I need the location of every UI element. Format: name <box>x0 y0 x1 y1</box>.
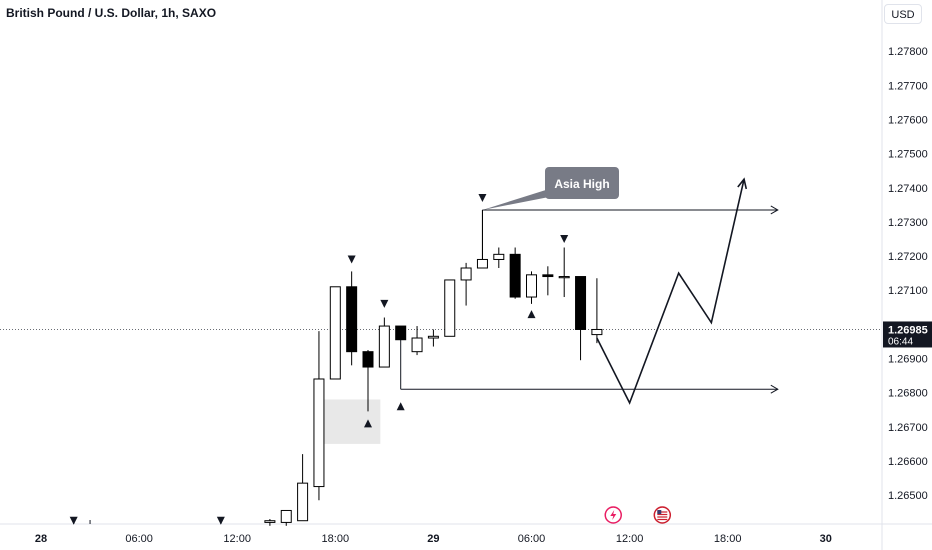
current-price-value: 1.26985 <box>888 324 928 336</box>
symbol-title[interactable]: British Pound / U.S. Dollar, 1h, SAXO <box>6 6 217 20</box>
candle-body <box>362 351 374 368</box>
price-tick-label: 1.27300 <box>888 217 928 229</box>
price-tick-label: 1.27400 <box>888 183 928 195</box>
candle-body <box>591 328 603 336</box>
candle-body <box>297 482 309 522</box>
flash-event-icon <box>604 506 622 524</box>
fractal-high-marker <box>347 255 356 264</box>
price-tick-label: 1.27200 <box>888 251 928 263</box>
time-tick-label: 30 <box>820 533 832 545</box>
candle-body <box>444 279 456 337</box>
candle-body <box>558 276 570 279</box>
callout-pointer <box>482 189 549 210</box>
price-tick-label: 1.26900 <box>888 354 928 366</box>
candle-body <box>313 378 325 488</box>
candle-body <box>280 509 292 523</box>
candle-body <box>509 253 521 298</box>
price-tick-label: 1.27100 <box>888 285 928 297</box>
candle-body <box>378 325 390 368</box>
candle-body <box>526 274 537 298</box>
fractal-low-marker <box>527 310 536 319</box>
candle-body <box>427 335 439 339</box>
price-tick-label: 1.27800 <box>888 46 928 58</box>
time-tick-label: 28 <box>35 533 47 545</box>
fractal-high-marker <box>380 299 389 308</box>
projection-path <box>596 179 745 405</box>
candle-body <box>264 520 276 523</box>
candle-body <box>411 337 423 353</box>
candle-body <box>395 325 407 341</box>
price-tick-label: 1.26600 <box>888 456 928 468</box>
price-tick-label: 1.27700 <box>888 80 928 92</box>
candle-body <box>460 267 472 281</box>
level-line-arrowhead <box>770 384 779 394</box>
time-tick-label: 29 <box>427 533 439 545</box>
price-tick-label: 1.26700 <box>888 422 928 434</box>
price-tick-label: 1.26800 <box>888 388 928 400</box>
time-tick-label: 06:00 <box>125 533 153 545</box>
candle-body <box>542 274 554 278</box>
time-tick-label: 06:00 <box>518 533 546 545</box>
candle-body <box>329 286 341 380</box>
candle-body <box>493 253 505 260</box>
flag-canton <box>657 510 662 514</box>
flash-bolt <box>610 510 617 520</box>
order-block-zone <box>314 399 381 444</box>
level-line-arrowhead <box>770 205 779 215</box>
fractal-low-marker <box>396 402 405 411</box>
time-tick-label: 12:00 <box>223 533 251 545</box>
fractal-low-marker <box>364 419 372 428</box>
callout-label: Asia High <box>554 177 609 191</box>
time-tick-label: 12:00 <box>616 533 644 545</box>
price-tick-label: 1.27500 <box>888 149 928 161</box>
time-tick-label: 18:00 <box>714 533 742 545</box>
current-price-countdown: 06:44 <box>888 336 913 347</box>
fractal-high-marker <box>478 193 487 202</box>
price-tick-label: 1.26500 <box>888 490 928 502</box>
price-tick-label: 1.27600 <box>888 114 928 126</box>
projection-arrowhead <box>737 177 748 190</box>
candle-body <box>346 286 358 353</box>
candle-body <box>476 258 488 269</box>
currency-button[interactable]: USD <box>884 4 922 24</box>
callout-box <box>545 167 619 199</box>
fractal-high-marker <box>560 234 569 243</box>
current-price-tag <box>883 321 932 348</box>
time-tick-label: 18:00 <box>322 533 350 545</box>
candle-body <box>575 276 587 330</box>
us-flag-icon <box>653 506 672 524</box>
